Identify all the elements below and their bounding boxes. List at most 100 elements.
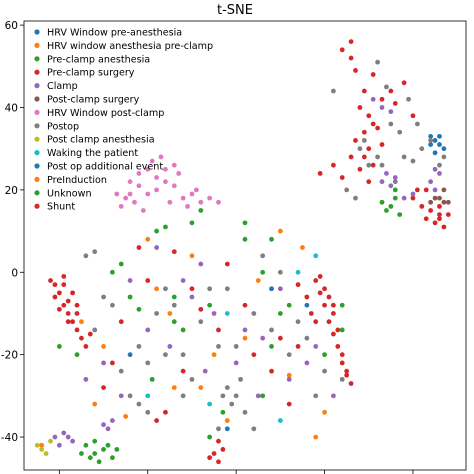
data-point xyxy=(437,195,442,201)
data-point xyxy=(74,311,80,316)
data-point xyxy=(136,171,142,176)
data-point xyxy=(335,344,341,349)
data-point xyxy=(224,311,230,316)
data-point xyxy=(379,142,385,147)
data-point xyxy=(65,319,71,325)
data-point xyxy=(48,438,53,444)
data-point xyxy=(370,121,376,127)
data-point xyxy=(61,430,67,436)
data-point xyxy=(207,302,213,308)
data-point xyxy=(110,418,115,423)
data-point xyxy=(441,146,447,152)
data-point xyxy=(127,191,133,197)
data-point xyxy=(375,59,380,65)
data-point xyxy=(56,344,62,349)
data-point xyxy=(163,409,168,415)
data-point xyxy=(56,290,62,296)
data-point xyxy=(348,39,354,44)
data-point xyxy=(216,459,221,465)
data-point xyxy=(286,401,292,407)
data-point xyxy=(304,335,310,341)
data-point xyxy=(344,372,350,378)
y-tick-label: 0 xyxy=(11,267,18,279)
data-point xyxy=(339,47,345,53)
data-point xyxy=(419,203,425,209)
data-point xyxy=(136,401,142,407)
data-point xyxy=(56,442,62,448)
data-point xyxy=(202,368,208,374)
chart-title: t-SNE xyxy=(217,3,253,18)
data-point xyxy=(339,360,345,366)
data-point xyxy=(114,191,120,197)
data-point xyxy=(326,294,332,300)
data-point xyxy=(322,302,327,308)
data-point xyxy=(242,302,248,308)
data-point xyxy=(384,171,389,176)
data-point xyxy=(83,442,89,448)
legend-entry-label: Pre-clamp anesthesia xyxy=(47,54,150,65)
data-point xyxy=(357,146,363,152)
data-point xyxy=(251,311,257,316)
data-point xyxy=(370,96,376,102)
data-point xyxy=(110,455,115,461)
data-point xyxy=(216,344,221,349)
data-point xyxy=(366,162,372,168)
data-point xyxy=(255,393,261,399)
data-point xyxy=(286,352,292,358)
data-point xyxy=(189,294,195,300)
data-point xyxy=(216,327,221,333)
data-point xyxy=(445,199,451,205)
data-point xyxy=(313,434,319,440)
data-point xyxy=(118,393,124,399)
data-point xyxy=(136,245,142,250)
data-point xyxy=(61,302,67,308)
legend-marker xyxy=(34,29,40,35)
legend-entry-label: Shunt xyxy=(47,202,75,213)
legend-entry-label: Waking the patient xyxy=(47,148,138,159)
data-point xyxy=(189,191,195,197)
legend-marker xyxy=(34,109,40,115)
data-point xyxy=(432,138,438,143)
data-point xyxy=(388,121,394,127)
data-point xyxy=(322,409,327,415)
data-point xyxy=(317,171,323,176)
data-point xyxy=(207,401,213,407)
data-point xyxy=(145,236,151,242)
data-point xyxy=(224,385,230,391)
data-point xyxy=(388,203,394,209)
legend-entry-label: PreInduction xyxy=(47,175,107,186)
data-point xyxy=(220,409,226,415)
data-point xyxy=(105,442,111,448)
data-point xyxy=(277,269,283,275)
data-point xyxy=(145,360,151,366)
data-point xyxy=(379,162,385,168)
data-point xyxy=(176,171,182,176)
data-point xyxy=(295,282,301,288)
data-point xyxy=(70,438,76,444)
data-point xyxy=(216,199,221,205)
data-point xyxy=(392,175,398,180)
data-point xyxy=(428,179,434,185)
data-point xyxy=(410,158,416,164)
data-point xyxy=(437,171,442,176)
data-point xyxy=(83,376,89,382)
data-point xyxy=(432,150,438,156)
data-point xyxy=(423,216,429,222)
data-point xyxy=(101,422,106,428)
data-point xyxy=(277,286,283,292)
data-point xyxy=(331,302,336,308)
data-point xyxy=(127,294,133,300)
data-point xyxy=(154,311,160,316)
data-point xyxy=(145,278,151,283)
data-point xyxy=(361,129,367,135)
data-point xyxy=(370,162,376,168)
data-point xyxy=(379,179,385,185)
legend-entry-label: HRV Window pre-anesthesia xyxy=(47,28,182,39)
data-point xyxy=(110,302,115,308)
data-point xyxy=(163,166,168,172)
data-point xyxy=(198,208,204,213)
data-point xyxy=(70,290,76,296)
data-point xyxy=(437,203,442,209)
data-point xyxy=(118,319,124,325)
data-point xyxy=(428,133,434,139)
